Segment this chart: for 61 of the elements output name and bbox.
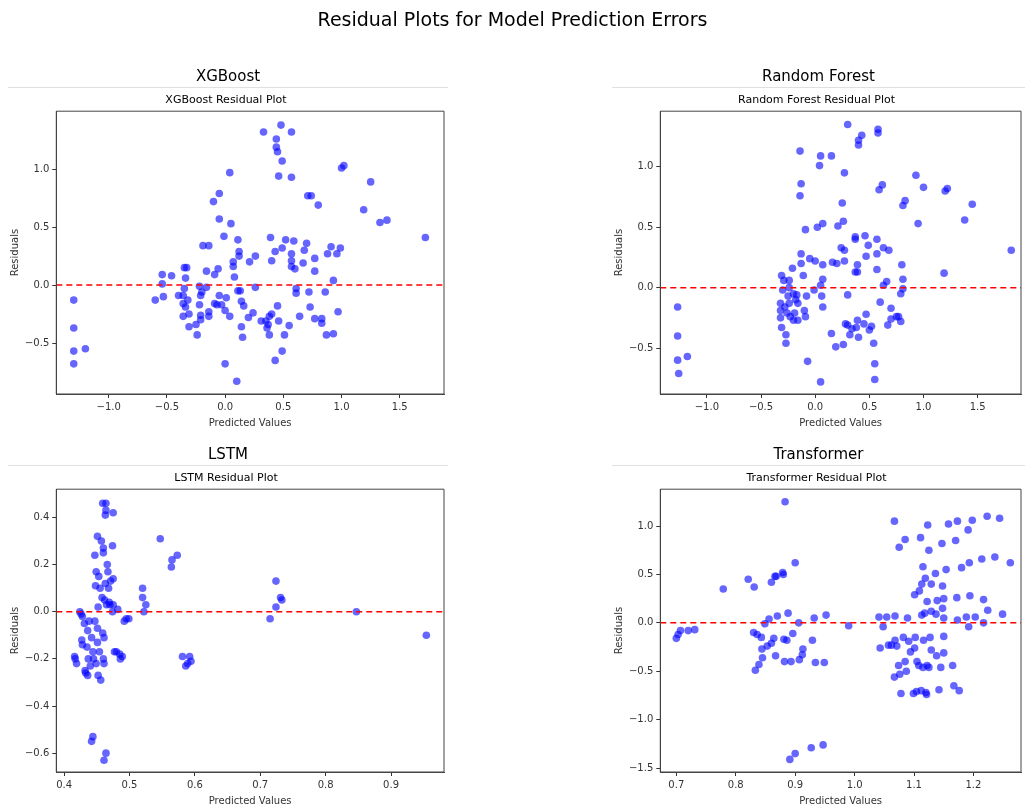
x-tick-label: 0.8 (727, 778, 744, 790)
x-tick-label: 0.9 (787, 778, 804, 790)
chart-subtitle: LSTM Residual Plot (174, 471, 279, 485)
x-tick-label: −1.0 (694, 400, 720, 412)
y-tick-label: 0.5 (637, 220, 654, 232)
y-tick-label: 0.0 (33, 605, 50, 617)
x-tick-label: 0.5 (861, 400, 878, 412)
chart-subtitle: Transformer Residual Plot (745, 471, 888, 485)
x-tick-label: 0.5 (275, 400, 292, 412)
chart-title: Transformer (612, 443, 1025, 466)
y-tick-label: −1.5 (628, 761, 654, 773)
y-tick-label: 0.5 (637, 568, 654, 580)
y-tick-label: 0.0 (637, 616, 654, 628)
text: Residual Plots for Model Prediction Errors (316, 8, 709, 30)
x-tick-label: 0.6 (186, 778, 203, 790)
x-axis-title: Predicted Values (208, 794, 292, 806)
x-tick-label: 1.0 (333, 400, 350, 412)
y-tick-label: −0.6 (24, 746, 50, 758)
y-tick-label: 1.0 (33, 162, 50, 174)
y-tick-label: −0.2 (24, 652, 50, 664)
y-tick-label: 0.5 (33, 220, 50, 232)
x-axis-title: Predicted Values (799, 794, 883, 806)
y-tick-label: 0.2 (33, 558, 50, 570)
x-tick-label: 1.5 (969, 400, 986, 412)
y-tick-label: −0.5 (628, 341, 654, 353)
y-axis-title: Residuals (8, 606, 20, 655)
y-tick-label: 1.0 (637, 160, 654, 172)
x-tick-label: 0.7 (668, 778, 685, 790)
y-tick-label: −0.5 (628, 664, 654, 676)
y-tick-label: 0.0 (33, 278, 50, 290)
x-tick-label: 1.0 (915, 400, 932, 412)
y-axis-title: Residuals (612, 606, 624, 655)
y-axis-title: Residuals (8, 228, 20, 277)
y-axis-title: Residuals (612, 228, 624, 277)
x-axis-title: Predicted Values (208, 416, 292, 428)
chart-subtitle: XGBoost Residual Plot (165, 93, 288, 107)
chart-subtitle: Random Forest Residual Plot (738, 93, 896, 107)
x-tick-label: 1.2 (965, 778, 982, 790)
x-tick-label: −0.5 (154, 400, 180, 412)
x-tick-label: 1.5 (391, 400, 408, 412)
y-tick-label: −1.0 (628, 713, 654, 725)
chart-title: XGBoost (8, 65, 448, 88)
x-tick-label: 0.9 (383, 778, 399, 790)
x-axis-title: Predicted Values (799, 416, 883, 428)
x-tick-label: −1.0 (96, 400, 121, 412)
x-tick-label: 0.8 (317, 778, 334, 790)
y-tick-label: 0.4 (33, 511, 50, 523)
x-tick-label: 0.7 (252, 778, 269, 790)
x-tick-label: 0.0 (807, 400, 824, 412)
y-tick-label: 1.0 (637, 519, 654, 531)
x-tick-label: 0.4 (56, 778, 73, 790)
x-tick-label: 0.0 (217, 400, 234, 412)
y-tick-label: −0.4 (24, 699, 50, 711)
x-tick-label: 1.0 (846, 778, 863, 790)
y-tick-label: −0.5 (24, 336, 50, 348)
x-tick-label: 1.1 (906, 778, 922, 790)
x-tick-label: −0.5 (748, 400, 774, 412)
y-tick-label: 0.0 (637, 281, 654, 293)
chart-title: Random Forest (612, 65, 1025, 88)
x-tick-label: 0.5 (121, 778, 138, 790)
chart-title: LSTM (8, 443, 448, 466)
